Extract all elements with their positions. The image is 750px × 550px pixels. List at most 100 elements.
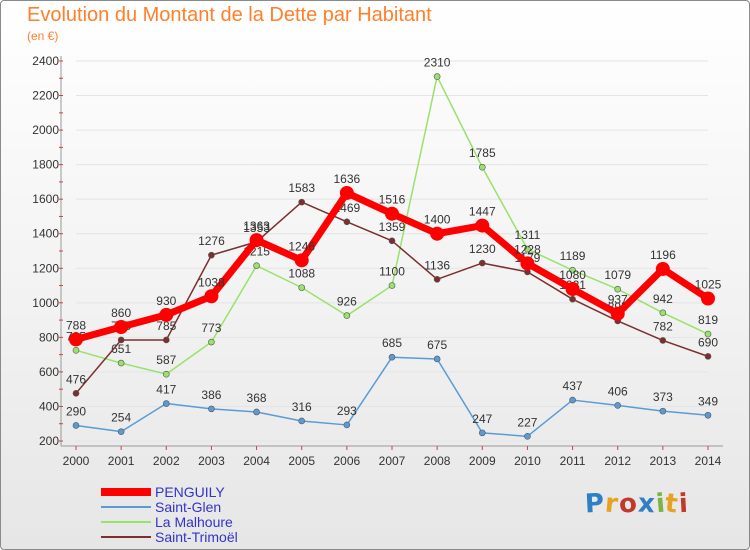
data-point (339, 185, 354, 200)
data-label: 860 (111, 306, 131, 320)
data-label: 1276 (198, 234, 225, 248)
data-label: 476 (66, 372, 86, 386)
data-label: 293 (337, 404, 357, 418)
data-label: 2310 (424, 56, 451, 70)
data-label: 1025 (695, 278, 722, 292)
data-label: 1196 (650, 248, 676, 262)
data-point (704, 411, 712, 419)
data-label: 1228 (514, 242, 541, 256)
data-point (659, 309, 667, 317)
data-label: 1080 (559, 268, 586, 282)
data-label: 1136 (424, 258, 450, 272)
data-label: 368 (247, 391, 267, 405)
data-label: 1400 (424, 213, 451, 227)
data-point (388, 353, 396, 361)
data-label: 1363 (243, 219, 270, 233)
data-label: 1583 (288, 181, 315, 195)
series-saint-glen: 290 254 417 386 368 316 293 685 675 247 227 437 406 3… (66, 336, 718, 440)
y-tick-label: 1000 (32, 296, 59, 310)
data-point (701, 291, 715, 306)
data-point (614, 285, 622, 293)
x-tick-label: 2005 (288, 454, 315, 468)
y-tick-label: 2000 (32, 123, 59, 137)
data-label: 1311 (515, 228, 541, 242)
chart-title: Evolution du Montant de la Dette par Hab… (27, 4, 432, 26)
data-point (343, 312, 351, 319)
y-tick-label: 600 (39, 365, 59, 379)
data-point (117, 359, 125, 367)
data-label: 1785 (469, 146, 496, 160)
data-label: 1246 (288, 239, 315, 253)
legend-swatch (101, 536, 151, 538)
data-point (478, 163, 486, 171)
x-tick-label: 2009 (469, 454, 496, 468)
data-point (298, 417, 306, 425)
data-point (117, 428, 125, 435)
data-label: 1447 (469, 205, 496, 219)
data-label: 1079 (604, 268, 631, 282)
data-point (343, 421, 351, 429)
x-tick-label: 2013 (650, 454, 677, 468)
data-label: 819 (698, 313, 718, 327)
series-penguily: 788 860 930 1038 1363 1246 1636 1516 1400 1447 122… (66, 172, 722, 347)
data-point (430, 226, 445, 241)
data-point (569, 396, 576, 404)
data-point (253, 262, 260, 269)
data-point (72, 390, 80, 397)
data-label: 930 (156, 294, 176, 308)
y-tick-label: 2200 (32, 89, 59, 103)
data-label: 1230 (469, 242, 496, 256)
data-label: 254 (111, 411, 131, 425)
data-label: 782 (653, 319, 673, 333)
x-tick-label: 2010 (514, 454, 541, 468)
data-label: 785 (156, 319, 176, 333)
data-label: 386 (201, 388, 221, 402)
data-label: 937 (608, 293, 628, 307)
data-point (433, 276, 441, 283)
data-label: 1516 (379, 193, 406, 207)
data-label: 690 (698, 335, 718, 349)
data-point (655, 261, 670, 276)
x-tick-label: 2014 (695, 454, 722, 468)
y-tick-label: 1200 (32, 261, 59, 275)
legend-swatch (101, 506, 151, 508)
data-point (385, 206, 399, 221)
x-tick-label: 2004 (243, 454, 270, 468)
data-label: 227 (517, 415, 537, 429)
data-point (478, 259, 486, 267)
data-point (114, 320, 129, 334)
data-point (704, 353, 712, 360)
data-point (159, 307, 174, 322)
data-label: 290 (66, 404, 86, 418)
data-point (433, 73, 441, 80)
legend-label: PENGUILY (155, 484, 225, 500)
data-point (204, 289, 219, 304)
data-label: 1359 (379, 220, 406, 234)
data-point (117, 336, 125, 344)
data-point (704, 330, 712, 338)
data-point (208, 338, 215, 346)
data-label: 373 (653, 390, 673, 404)
legend-swatch (101, 521, 151, 523)
y-tick-label: 200 (39, 434, 59, 448)
data-point (388, 282, 396, 289)
data-point (72, 422, 80, 429)
proxiti-logo: Proxiti (584, 487, 690, 521)
data-label: 926 (337, 295, 357, 309)
data-label: 1189 (560, 249, 586, 263)
x-tick-label: 2007 (379, 454, 406, 468)
x-tick-label: 2011 (560, 454, 586, 468)
data-point (524, 433, 531, 440)
y-tick-label: 800 (39, 330, 59, 344)
x-tick-label: 2012 (604, 454, 631, 468)
data-label: 1636 (334, 172, 361, 186)
data-point (388, 237, 396, 245)
data-label: 437 (563, 379, 583, 393)
data-label: 417 (156, 383, 176, 397)
data-point (569, 266, 576, 274)
series-la-malhoure: 7256515877731215108892611002310178513111… (66, 56, 718, 378)
data-point (614, 402, 622, 409)
data-point (610, 306, 625, 321)
data-label: 349 (698, 394, 718, 408)
data-point (659, 337, 667, 344)
